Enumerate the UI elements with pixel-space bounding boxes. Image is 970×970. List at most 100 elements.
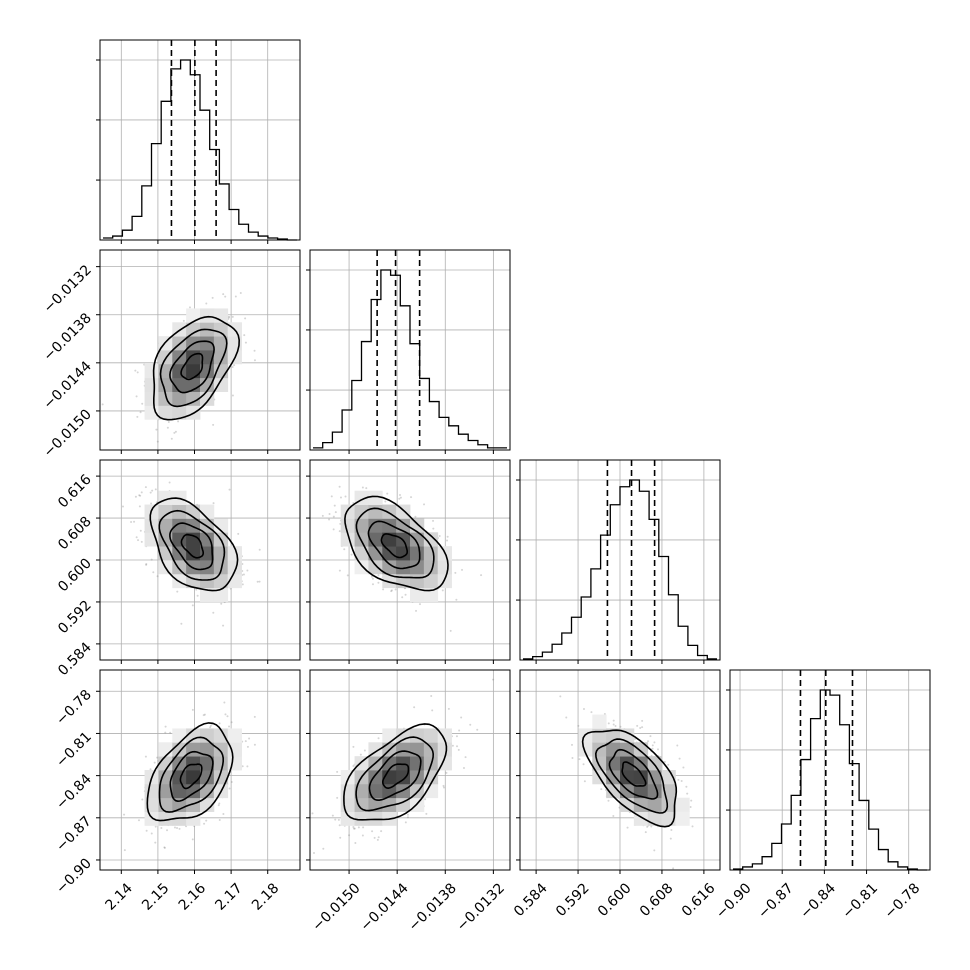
scatter-point xyxy=(222,624,225,627)
scatter-point xyxy=(612,815,615,818)
scatter-point xyxy=(246,765,249,768)
scatter-point xyxy=(343,548,346,551)
scatter-point xyxy=(202,714,205,717)
contour-level xyxy=(380,533,408,559)
scatter-point xyxy=(177,420,180,423)
scatter-point xyxy=(346,574,349,577)
scatter-point xyxy=(461,568,464,571)
scatter-point xyxy=(248,737,251,740)
scatter-point xyxy=(414,515,417,518)
scatter-point xyxy=(361,486,364,489)
scatter-point xyxy=(101,403,104,406)
scatter-point xyxy=(230,721,233,724)
density-cell xyxy=(340,783,355,799)
x-tick-label: 0.592 xyxy=(553,880,593,920)
scatter-point xyxy=(344,495,347,498)
contour-lines xyxy=(146,722,234,822)
scatter-point xyxy=(169,731,172,734)
scatter-point xyxy=(135,395,138,398)
x-tick-label: −0.90 xyxy=(713,880,755,922)
density-cell xyxy=(633,783,649,799)
histogram-panel-0-frame xyxy=(99,39,301,241)
scatter-point xyxy=(456,745,459,748)
scatter-point xyxy=(399,496,402,499)
density-cell xyxy=(172,783,187,799)
density-cell xyxy=(172,405,187,420)
scatter-point xyxy=(141,402,144,405)
density-cell xyxy=(158,783,173,799)
scatter-point xyxy=(431,709,434,712)
density-cell xyxy=(200,336,215,351)
contour-level xyxy=(180,352,204,381)
scatter-point xyxy=(438,535,441,538)
density-cell xyxy=(172,728,187,743)
scatter-point xyxy=(413,706,416,709)
scatter-point xyxy=(676,744,679,747)
density-cell xyxy=(200,546,215,561)
y-tick-label: −0.0144 xyxy=(41,358,95,412)
density-panel-1-3: −0.0132−0.0138−0.0144−0.0150 xyxy=(306,670,510,935)
scatter-point xyxy=(152,571,155,574)
density-cell xyxy=(172,518,187,533)
scatter-point xyxy=(149,491,152,494)
density-cell xyxy=(368,742,383,757)
scatter-point xyxy=(178,827,181,830)
scatter-point xyxy=(156,440,159,443)
scatter-point xyxy=(211,296,214,299)
density-cells xyxy=(578,714,690,826)
scatter-point xyxy=(176,590,179,593)
density-cell xyxy=(354,504,369,519)
scatter-point xyxy=(312,851,315,854)
x-tick-label: 0.616 xyxy=(679,880,719,920)
scatter-point xyxy=(583,780,586,783)
scatter-point xyxy=(209,724,212,727)
density-cell xyxy=(396,728,411,743)
scatter-point xyxy=(196,594,199,597)
scatter-point xyxy=(164,725,167,728)
scatter-point xyxy=(377,836,380,839)
scatter-point xyxy=(163,846,166,849)
density-cells xyxy=(340,728,452,826)
scatter-point xyxy=(455,598,458,601)
histogram-grid xyxy=(96,40,300,240)
scatter-point xyxy=(651,744,654,747)
contour-level xyxy=(355,736,435,812)
scatter-point xyxy=(441,589,444,592)
scatter-point xyxy=(425,812,428,815)
x-tick-label: −0.84 xyxy=(797,880,839,922)
density-cell xyxy=(633,742,649,757)
scatter-point xyxy=(404,821,407,824)
scatter-point xyxy=(677,778,680,781)
scatter-point xyxy=(691,825,694,828)
density-content xyxy=(100,670,300,870)
panels-layer: −0.78−0.81−0.84−0.87−0.90 −0.0132−0.0138−… xyxy=(41,39,931,935)
histogram-panel-3: −0.78−0.81−0.84−0.87−0.90 xyxy=(713,670,930,922)
scatter-point xyxy=(404,593,407,596)
scatter-point xyxy=(646,825,649,828)
scatter-point xyxy=(460,716,463,719)
x-tick-label: 0.600 xyxy=(595,880,635,920)
scatter-point xyxy=(457,748,460,751)
scatter-point xyxy=(447,707,450,710)
x-tick-label: 2.18 xyxy=(249,880,282,913)
density-cell xyxy=(354,797,369,812)
density-cell xyxy=(227,742,242,757)
scatter-point xyxy=(191,604,194,607)
scatter-point xyxy=(222,813,225,816)
scatter-point xyxy=(380,830,383,833)
density-panel-0-3-frame xyxy=(99,669,301,871)
scatter-point xyxy=(212,423,215,426)
contour-level xyxy=(367,520,421,570)
density-cell xyxy=(368,490,383,505)
scatter-point xyxy=(195,588,198,591)
density-cell xyxy=(213,336,229,351)
contour-level xyxy=(159,328,228,408)
contour-level xyxy=(608,748,659,800)
scatter-point xyxy=(244,740,247,743)
scatter-point xyxy=(253,743,256,746)
scatter-point xyxy=(253,349,256,352)
scatter-point xyxy=(163,846,166,849)
y-tick-label: −0.81 xyxy=(53,729,95,771)
scatter-point xyxy=(145,562,148,565)
scatter-point xyxy=(578,758,581,761)
